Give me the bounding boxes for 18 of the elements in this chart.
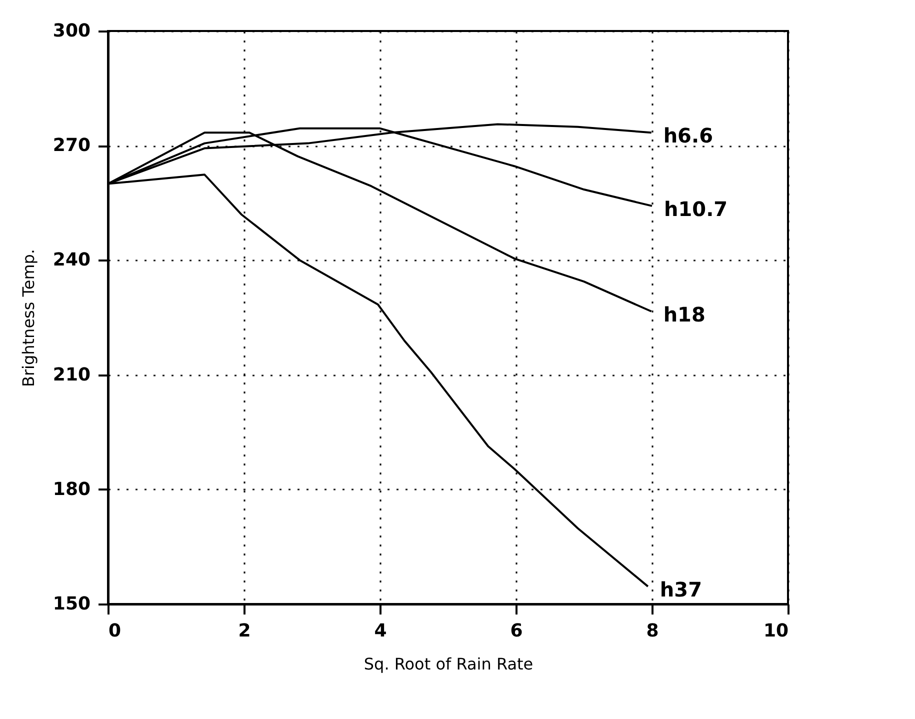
- series-label: h18: [663, 302, 706, 326]
- x-tick-label: 8: [646, 620, 659, 642]
- series-label: h6.6: [663, 124, 713, 148]
- y-tick-label: 300: [52, 20, 90, 42]
- y-tick-label: 210: [52, 364, 90, 386]
- x-tick-label: 4: [374, 620, 387, 642]
- x-tick-label: 10: [763, 620, 788, 642]
- y-tick-label: 180: [52, 478, 90, 500]
- y-tick-label: 150: [52, 594, 90, 614]
- x-tick-label: 0: [108, 620, 122, 642]
- x-axis-title: Sq. Root of Rain Rate: [364, 654, 534, 674]
- x-tick-label: 6: [510, 620, 523, 642]
- y-tick-label: 240: [52, 250, 90, 271]
- series-label: h10.7: [664, 196, 728, 221]
- series-label: h37: [660, 577, 702, 602]
- y-axis-title: Brightness Temp.: [18, 248, 38, 388]
- y-tick-label: 270: [52, 135, 90, 156]
- x-tick-label: 2: [238, 620, 251, 642]
